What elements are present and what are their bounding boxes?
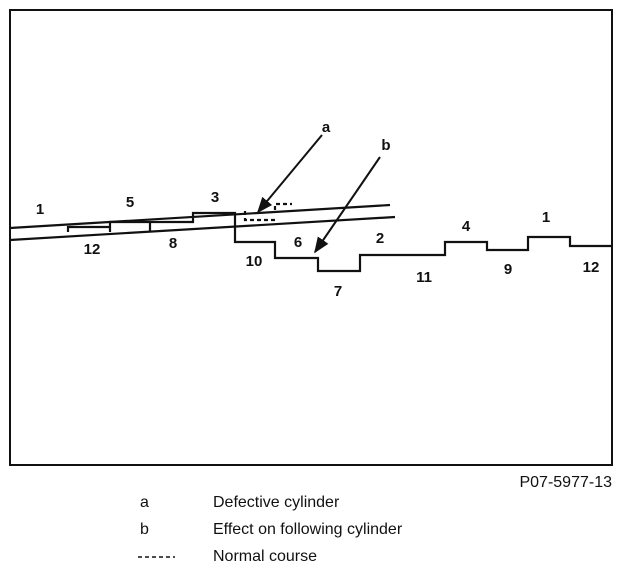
marker-label: a bbox=[322, 119, 331, 136]
cylinder-label: 2 bbox=[376, 230, 384, 247]
legend-key: b bbox=[140, 521, 149, 538]
legend-label: Defective cylinder bbox=[213, 494, 340, 511]
cylinder-label: 10 bbox=[246, 253, 263, 270]
arrow-a bbox=[256, 134, 323, 214]
cylinder-label: 12 bbox=[583, 259, 600, 276]
normal-course bbox=[273, 202, 292, 210]
figure-id: P07-5977-13 bbox=[519, 474, 612, 491]
cylinder-label: 4 bbox=[462, 218, 471, 235]
legend-label: Normal course bbox=[213, 548, 317, 565]
legend-label: Effect on following cylinder bbox=[213, 521, 403, 538]
cylinder-label: 7 bbox=[334, 283, 342, 300]
traces bbox=[9, 134, 611, 273]
legend: a Defective cylinder b Effect on followi… bbox=[138, 494, 403, 565]
trace-upper bbox=[9, 203, 391, 230]
arrow-b bbox=[314, 156, 381, 254]
cylinder-label: 6 bbox=[294, 234, 302, 251]
cylinder-label: 1 bbox=[36, 201, 44, 218]
normal-course bbox=[243, 211, 275, 222]
cylinder-label: 12 bbox=[84, 241, 101, 258]
cylinder-labels: 1 5 3 12 8 10 6 2 7 11 4 9 1 12 bbox=[36, 189, 600, 300]
legend-key: a bbox=[140, 494, 149, 511]
cylinder-label: 8 bbox=[169, 235, 177, 252]
trace-steps bbox=[66, 211, 611, 273]
cylinder-label: 11 bbox=[416, 269, 432, 286]
cylinder-label: 9 bbox=[504, 261, 512, 278]
frame bbox=[9, 9, 613, 466]
cylinder-label: 5 bbox=[126, 194, 134, 211]
trace-lower bbox=[9, 215, 396, 242]
cylinder-label: 1 bbox=[542, 209, 550, 226]
marker-label: b bbox=[381, 137, 390, 154]
cylinder-label: 3 bbox=[211, 189, 219, 206]
